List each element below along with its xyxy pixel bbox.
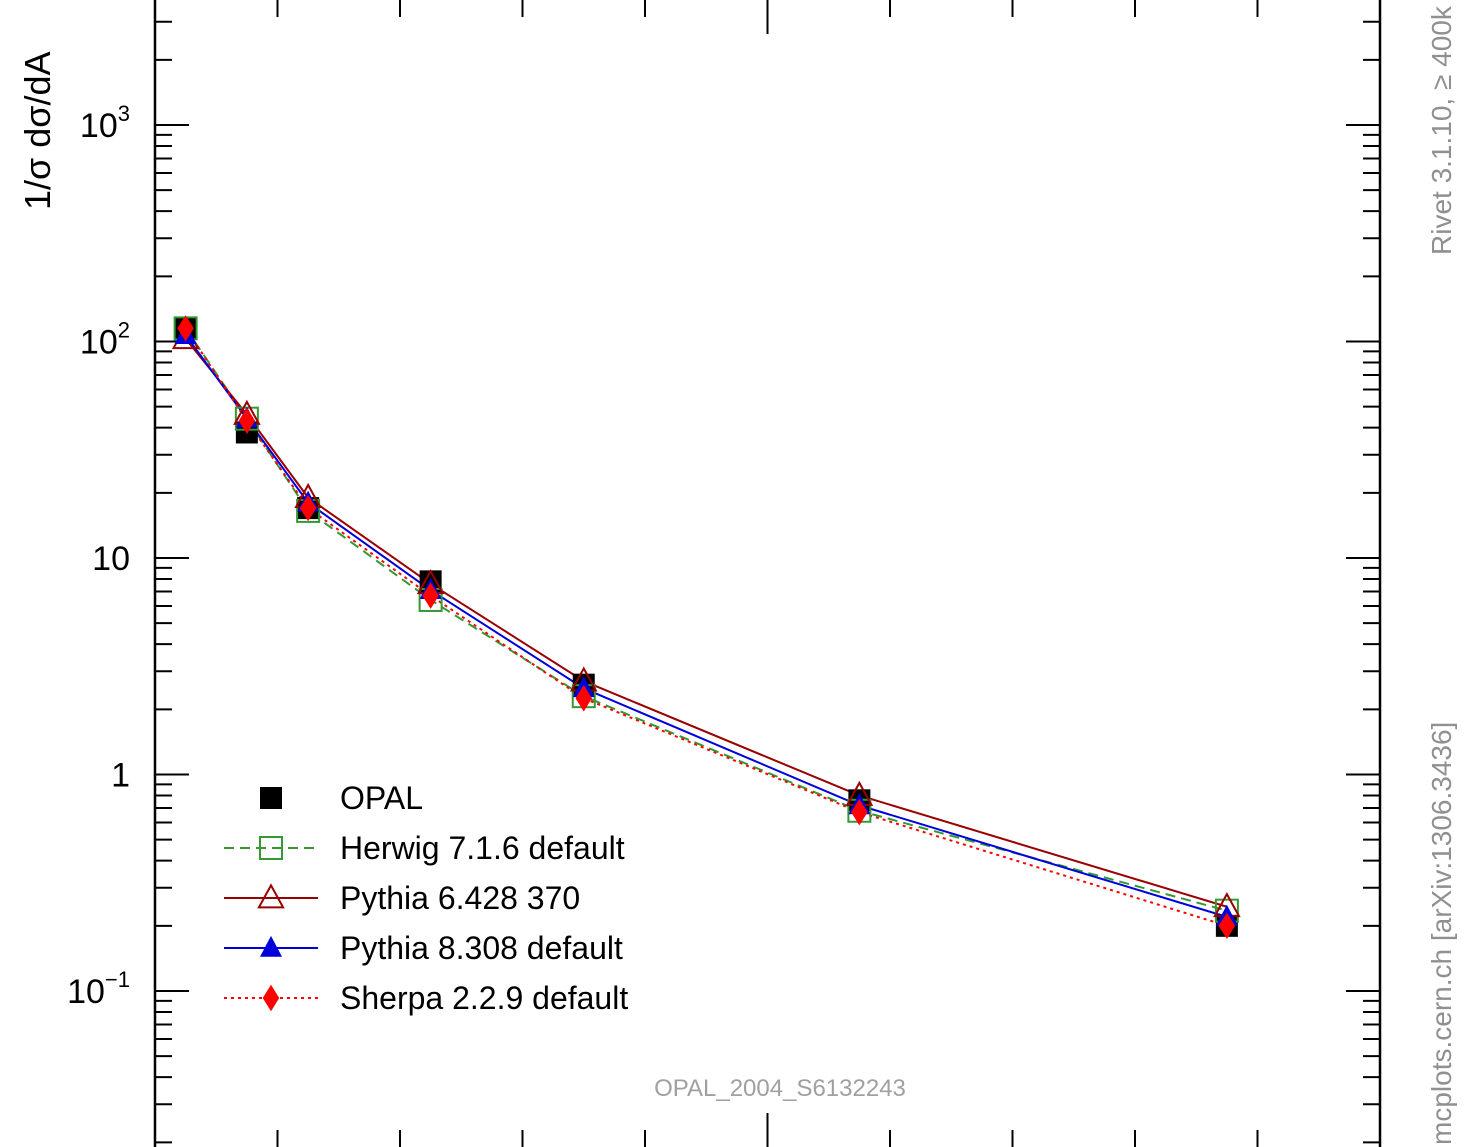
legend: OPAL Herwig 7.1.6 default Pythia 6.428 370… <box>224 780 628 1016</box>
legend-marker <box>257 883 285 909</box>
y-tick-label: 1 <box>111 757 130 795</box>
data-point <box>1218 912 1236 940</box>
data-point <box>299 494 317 522</box>
data-point <box>422 582 439 609</box>
y-tick-label: 102 <box>80 318 130 362</box>
y-tick-labels: 10−1 1 10 102 103 <box>67 101 130 1011</box>
legend-label: OPAL <box>340 780 423 816</box>
series-markers <box>171 315 1241 940</box>
series-line <box>184 327 1228 912</box>
plot-frame <box>153 0 1382 1147</box>
data-point <box>238 407 256 435</box>
legend-label: Herwig 7.1.6 default <box>340 830 625 866</box>
data-point <box>575 685 592 712</box>
legend-label: Pythia 8.308 default <box>340 930 623 966</box>
legend-label: Pythia 6.428 370 <box>340 880 580 916</box>
legend-label: Sherpa 2.2.9 default <box>340 980 628 1016</box>
axis-ticks <box>154 0 1381 1147</box>
legend-marker <box>260 935 282 957</box>
data-point <box>851 798 868 826</box>
rivet-version-label: Rivet 3.1.10, ≥ 400k events <box>1426 0 1457 255</box>
y-tick-label: 10−1 <box>67 967 130 1011</box>
y-axis-label: 1/σ dσ/dA <box>17 51 58 210</box>
mcplots-credit-label: mcplots.cern.ch [arXiv:1306.3436] <box>1426 722 1457 1145</box>
y-tick-label: 103 <box>80 101 130 145</box>
y-tick-label: 10 <box>92 540 130 578</box>
data-point <box>177 315 194 342</box>
series-line <box>184 338 1228 908</box>
legend-marker <box>262 984 280 1012</box>
watermark-label: OPAL_2004_S6132243 <box>654 1075 906 1102</box>
legend-marker <box>259 836 283 860</box>
legend-marker <box>260 787 282 809</box>
